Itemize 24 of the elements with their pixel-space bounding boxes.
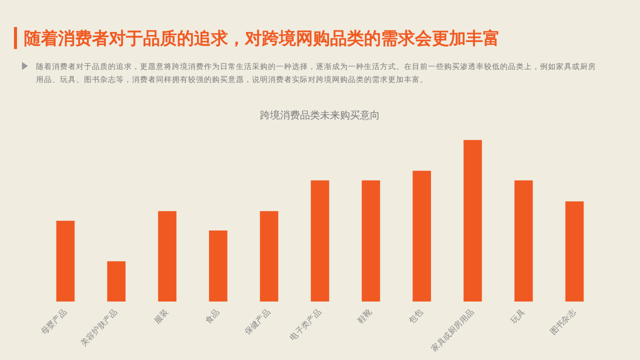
bar bbox=[514, 180, 533, 302]
bar bbox=[565, 201, 584, 302]
x-tick-label: 包包 bbox=[407, 308, 425, 326]
x-tick-label: 电子类产品 bbox=[288, 308, 323, 342]
bar bbox=[412, 170, 431, 302]
bar bbox=[107, 261, 126, 302]
x-tick-label: 美容护肤产品 bbox=[78, 308, 120, 348]
x-tick-label: 家具或厨房用品 bbox=[430, 308, 476, 354]
bar bbox=[362, 180, 380, 302]
bar bbox=[56, 220, 75, 302]
x-tick-label: 鞋靴 bbox=[356, 308, 374, 326]
x-tick-label: 玩具 bbox=[508, 308, 527, 326]
bar bbox=[209, 230, 228, 302]
x-tick-label: 服装 bbox=[152, 308, 170, 326]
bar bbox=[260, 211, 278, 302]
bar bbox=[310, 180, 330, 302]
x-tick-label: 母婴产品 bbox=[39, 308, 68, 337]
chart-subtitle: 随着消费者对于品质的追求，对跨境网购品类的需求会更加丰富 bbox=[24, 28, 500, 50]
x-tick-label: 图书杂志 bbox=[548, 308, 578, 337]
bar bbox=[158, 211, 176, 302]
chart-title: 跨境消费品类未来购买意向 bbox=[260, 110, 380, 122]
bar bbox=[464, 140, 482, 302]
x-tick-label: 保健产品 bbox=[242, 308, 272, 337]
x-tick-label: 食品 bbox=[203, 308, 222, 326]
